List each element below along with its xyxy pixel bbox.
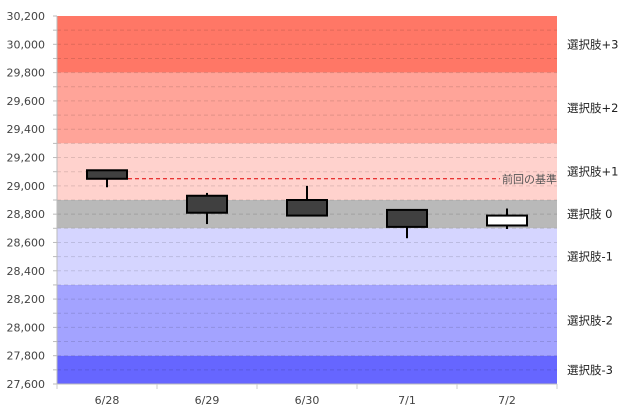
candle-body — [286, 199, 328, 217]
y-tick-label: 29,600 — [7, 95, 46, 108]
band-6 — [57, 355, 557, 384]
band-label: 選択肢 0 — [567, 207, 612, 221]
band-0 — [57, 16, 557, 73]
band-label: 選択肢+3 — [567, 37, 618, 51]
band-label: 選択肢+1 — [567, 165, 618, 179]
y-tick-label: 28,600 — [7, 236, 46, 249]
band-label: 選択肢+2 — [567, 101, 618, 115]
y-tick-label: 29,200 — [7, 152, 46, 165]
band-5 — [57, 284, 557, 356]
candle-body — [386, 208, 428, 228]
band-label: 選択肢-1 — [567, 250, 613, 264]
y-tick-label: 28,200 — [7, 293, 46, 306]
y-tick-label: 30,200 — [7, 10, 46, 23]
band-label: 選択肢-3 — [567, 363, 613, 377]
x-tick-label: 7/1 — [398, 394, 416, 407]
x-tick-label: 6/30 — [295, 394, 320, 407]
x-tick-label: 7/2 — [498, 394, 516, 407]
y-tick-label: 29,000 — [7, 180, 46, 193]
y-tick-label: 27,600 — [7, 378, 46, 391]
band-4 — [57, 228, 557, 285]
y-tick-label: 27,800 — [7, 350, 46, 363]
y-tick-label: 29,400 — [7, 123, 46, 136]
candle-body — [486, 214, 528, 227]
y-tick-label: 29,800 — [7, 67, 46, 80]
y-tick-label: 28,800 — [7, 208, 46, 221]
candle-body — [186, 194, 228, 214]
y-tick-label: 30,000 — [7, 38, 46, 51]
x-tick-label: 6/28 — [95, 394, 120, 407]
reference-line-label: 前回の基準 — [502, 172, 557, 186]
y-tick-label: 28,400 — [7, 265, 46, 278]
y-tick-label: 28,000 — [7, 321, 46, 334]
candle-body — [86, 169, 128, 180]
x-tick-label: 6/29 — [195, 394, 220, 407]
band-1 — [57, 72, 557, 144]
band-label: 選択肢-2 — [567, 313, 613, 327]
